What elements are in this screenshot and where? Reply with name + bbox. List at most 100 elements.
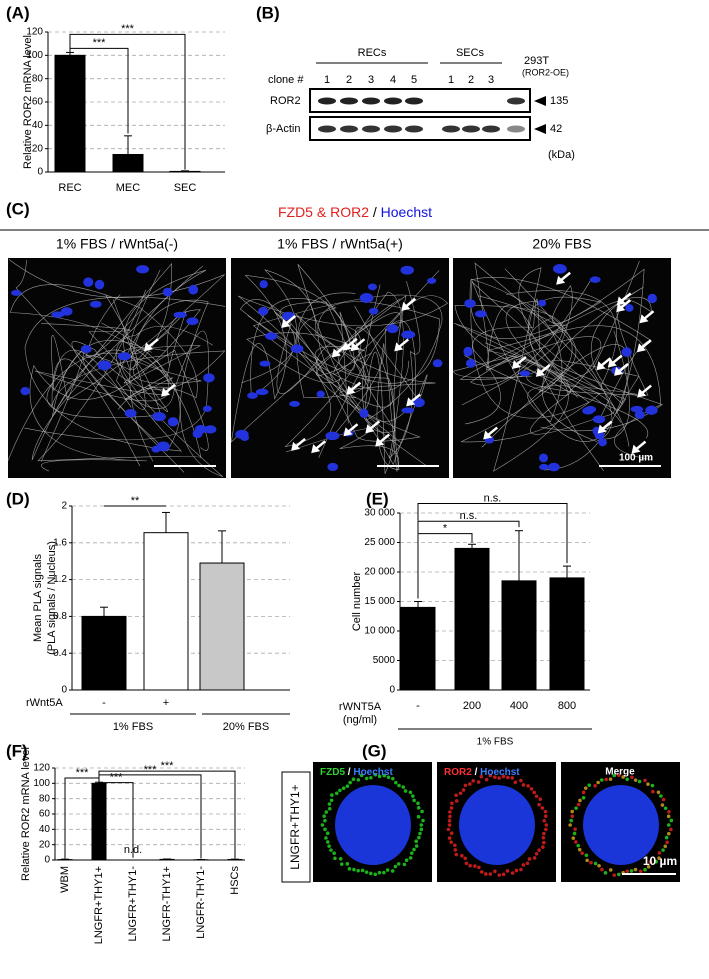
nucleus	[20, 386, 30, 396]
population-box	[281, 771, 311, 883]
signal	[382, 870, 386, 875]
nucleus	[289, 400, 300, 407]
signal	[608, 868, 613, 872]
y-tick-label: 0	[389, 685, 395, 696]
nucleus	[188, 284, 199, 295]
nucleus	[51, 311, 65, 318]
signal	[526, 784, 530, 788]
y-tick-label: 15 000	[364, 596, 395, 607]
lane-label: 2	[346, 74, 352, 86]
cell-outline	[464, 298, 571, 425]
x-tick-label: LNGFR+THY1+	[93, 866, 105, 944]
arrow-head	[535, 367, 545, 377]
stain-separator: /	[373, 204, 377, 220]
signal	[449, 806, 454, 810]
band	[384, 97, 402, 105]
signal	[654, 859, 658, 864]
arrow-head	[342, 341, 352, 351]
signal	[396, 862, 401, 866]
nucleus	[412, 397, 425, 408]
signal	[521, 863, 526, 867]
significance-label: ***	[93, 37, 107, 49]
nucleus	[589, 276, 601, 283]
nucleus	[316, 390, 325, 398]
signal	[416, 806, 421, 810]
signal	[542, 840, 546, 845]
signal	[412, 798, 416, 803]
signal	[338, 788, 342, 793]
arrow-head	[616, 303, 626, 313]
signal	[603, 871, 608, 875]
signal	[385, 868, 390, 872]
error-bar	[515, 530, 523, 581]
signal	[580, 851, 584, 855]
signal	[377, 774, 382, 779]
y-tick-label: 1.6	[53, 537, 67, 548]
y-tick-label: 10 000	[364, 626, 395, 637]
micrograph	[231, 258, 449, 478]
channel: ROR2	[444, 767, 472, 778]
signal	[612, 873, 617, 877]
nucleus	[598, 438, 607, 447]
nucleus	[519, 370, 531, 377]
cell-outline	[477, 268, 645, 471]
arrow-head	[616, 296, 626, 306]
lane-label: 3	[368, 74, 374, 86]
x-row-label: rWnt5A	[26, 697, 63, 709]
nucleus	[162, 287, 173, 297]
signal	[386, 775, 391, 780]
x-tick-label: 400	[510, 700, 528, 712]
signal	[541, 835, 546, 840]
signal	[347, 867, 352, 871]
signal	[616, 872, 621, 877]
arrow-head	[144, 342, 154, 352]
signal	[657, 856, 661, 861]
cell-outline	[470, 281, 617, 419]
x-tick-label: 800	[558, 700, 576, 712]
signal	[521, 783, 526, 787]
significance-bracket	[417, 520, 520, 534]
nucleus	[60, 307, 73, 316]
panel-label: (E)	[366, 489, 389, 508]
signal	[576, 802, 581, 807]
signal	[497, 873, 502, 877]
significance-label: ***	[76, 767, 90, 779]
arrow-head	[291, 441, 301, 451]
signal	[419, 823, 424, 827]
signal	[625, 869, 630, 874]
condition: 20% FBS	[532, 236, 591, 252]
x-tick-label: REC	[58, 182, 81, 194]
signal	[669, 818, 674, 823]
signal	[448, 814, 452, 819]
nucleus	[621, 347, 632, 357]
x-tick-label: +	[163, 697, 169, 709]
signal	[532, 790, 537, 795]
blot-note: (ROR2-OE)	[522, 67, 569, 77]
signal	[506, 775, 510, 780]
signal	[397, 783, 401, 788]
channel-label: Merge	[605, 767, 635, 778]
nucleus	[463, 346, 473, 357]
signal	[488, 773, 493, 778]
signal	[587, 783, 592, 787]
signal	[585, 858, 589, 863]
signal	[541, 845, 545, 849]
signal	[537, 848, 541, 852]
nucleus	[645, 405, 658, 415]
signal	[403, 789, 408, 793]
micrographs	[7, 258, 671, 478]
band	[507, 125, 525, 133]
signal	[390, 869, 395, 873]
panel-label: (B)	[256, 3, 280, 22]
signal	[484, 777, 489, 782]
signal	[538, 797, 543, 801]
signal	[665, 840, 669, 845]
bar	[143, 532, 189, 691]
signal	[593, 784, 597, 788]
signal	[329, 798, 334, 803]
arrow-head	[596, 361, 606, 371]
signal	[519, 867, 523, 872]
signal	[637, 779, 642, 784]
error-bar	[468, 543, 476, 549]
